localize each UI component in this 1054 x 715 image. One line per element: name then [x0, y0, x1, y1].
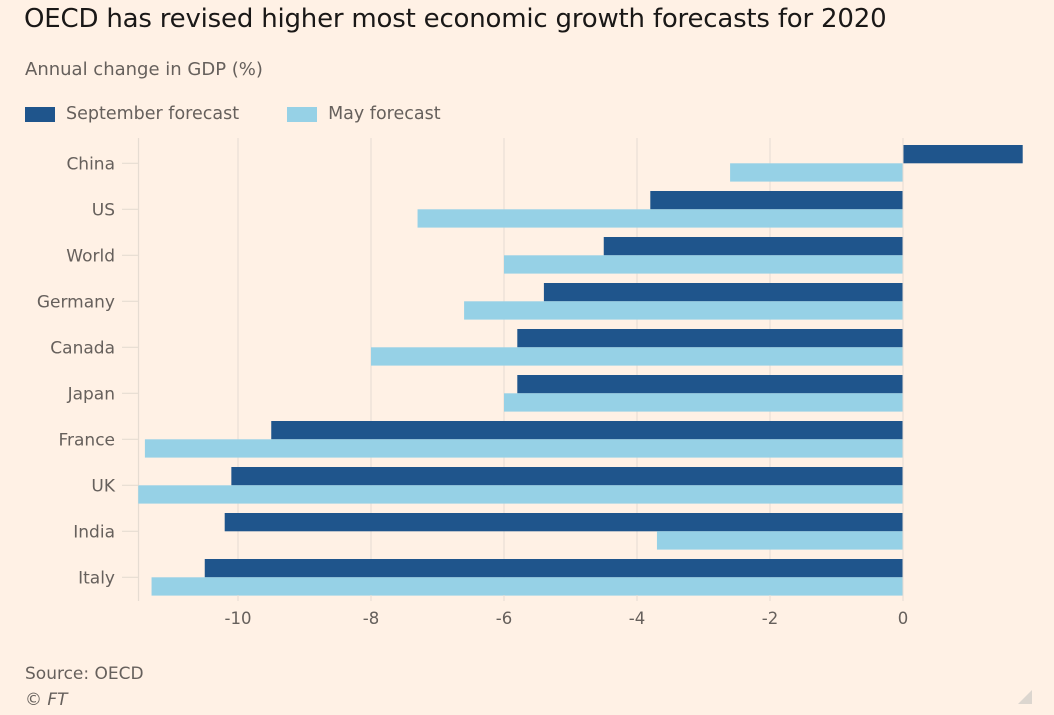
- x-tick-label: -6: [496, 609, 512, 628]
- category-label-india: India: [73, 522, 115, 542]
- bar-germany-may: [464, 301, 903, 320]
- legend: September forecast May forecast: [25, 104, 489, 124]
- chart-subtitle: Annual change in GDP (%): [25, 59, 263, 80]
- bar-france-september: [271, 421, 903, 440]
- legend-item-september: September forecast: [25, 104, 239, 124]
- legend-swatch-may: [287, 106, 318, 122]
- category-label-us: US: [92, 200, 115, 220]
- bar-us-may: [417, 209, 903, 228]
- bar-china-september: [903, 145, 1023, 164]
- x-tick-label: -4: [629, 609, 645, 628]
- bar-france-may: [144, 439, 903, 458]
- category-label-world: World: [66, 246, 115, 266]
- x-tick-label: 0: [898, 609, 909, 628]
- category-label-france: France: [58, 430, 115, 450]
- chart-title: OECD has revised higher most economic gr…: [24, 4, 887, 34]
- copyright-note: © FT: [25, 690, 68, 710]
- x-tick-label: -8: [363, 609, 379, 628]
- category-label-italy: Italy: [78, 568, 115, 588]
- bar-canada-september: [517, 329, 903, 348]
- category-label-canada: Canada: [50, 338, 115, 358]
- bar-india-september: [224, 513, 903, 532]
- bar-japan-may: [504, 393, 903, 412]
- x-tick-label: -10: [225, 609, 252, 628]
- bar-canada-may: [371, 347, 903, 366]
- bar-italy-september: [204, 559, 903, 578]
- legend-swatch-september: [25, 106, 55, 122]
- legend-label-september: September forecast: [66, 104, 240, 124]
- bar-world-september: [603, 237, 903, 256]
- bar-china-may: [730, 163, 903, 182]
- category-label-germany: Germany: [37, 292, 115, 312]
- bar-us-september: [650, 191, 903, 210]
- source-note: Source: OECD: [25, 664, 144, 684]
- bar-uk-may: [138, 485, 903, 504]
- bar-japan-september: [517, 375, 903, 394]
- bar-world-may: [504, 255, 903, 274]
- category-label-china: China: [66, 154, 115, 174]
- legend-label-may: May forecast: [328, 104, 441, 124]
- category-label-japan: Japan: [67, 384, 115, 404]
- bar-italy-may: [151, 577, 904, 596]
- bar-germany-september: [543, 283, 903, 302]
- bar-india-may: [656, 531, 903, 550]
- bar-uk-september: [231, 467, 904, 486]
- resize-grip-icon[interactable]: [1018, 690, 1032, 704]
- x-tick-label: -2: [762, 609, 778, 628]
- category-label-uk: UK: [91, 476, 115, 496]
- legend-item-may: May forecast: [287, 104, 441, 124]
